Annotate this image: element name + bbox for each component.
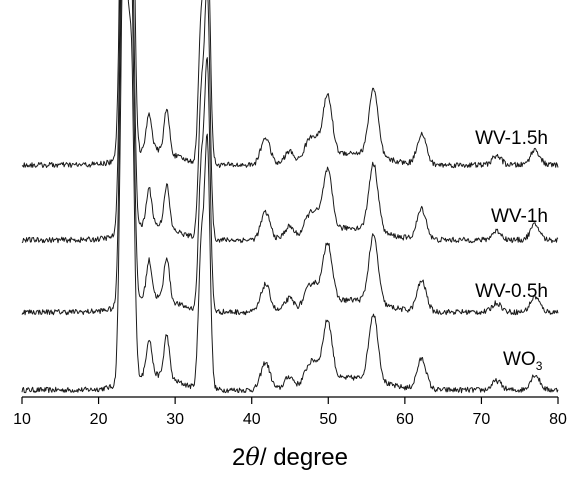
x-axis-ticks: 10 20 30 40 50 60 70 80	[13, 397, 567, 428]
series-label-main: WV-1.5h	[475, 128, 548, 149]
series-label: WO3	[503, 349, 543, 373]
series-label-subscript: 3	[536, 359, 543, 373]
series-labels: WO3 WV-0.5h WV-1h WV-1.5h	[475, 128, 548, 373]
series-label-main: WO	[503, 349, 536, 370]
series-line-wo3	[21, 0, 559, 394]
x-tick-label: 10	[13, 411, 31, 428]
series-label-main: WV-0.5h	[475, 281, 548, 302]
x-tick-label: 20	[90, 411, 108, 428]
series-line-wv-1-5h	[21, 0, 559, 169]
series-traces	[21, 0, 559, 394]
x-axis-title-theta: θ	[245, 443, 260, 471]
x-tick-label: 70	[473, 411, 491, 428]
x-tick-label: 60	[396, 411, 414, 428]
x-axis-title-prefix: 2	[232, 444, 245, 471]
x-axis-title: 2θ/ degree	[232, 443, 348, 471]
series-label-main: WV-1h	[491, 206, 548, 227]
x-tick-label: 40	[243, 411, 261, 428]
x-axis-title-suffix: / degree	[260, 444, 348, 471]
x-tick-label: 30	[166, 411, 184, 428]
series-line-wv-1h	[21, 0, 559, 244]
series-label: WV-1.5h	[475, 128, 548, 149]
series-label: WV-1h	[491, 206, 548, 227]
series-label: WV-0.5h	[475, 281, 548, 302]
x-tick-label: 80	[549, 411, 567, 428]
x-tick-label: 50	[319, 411, 337, 428]
series-line-wv-0-5h	[21, 0, 559, 316]
